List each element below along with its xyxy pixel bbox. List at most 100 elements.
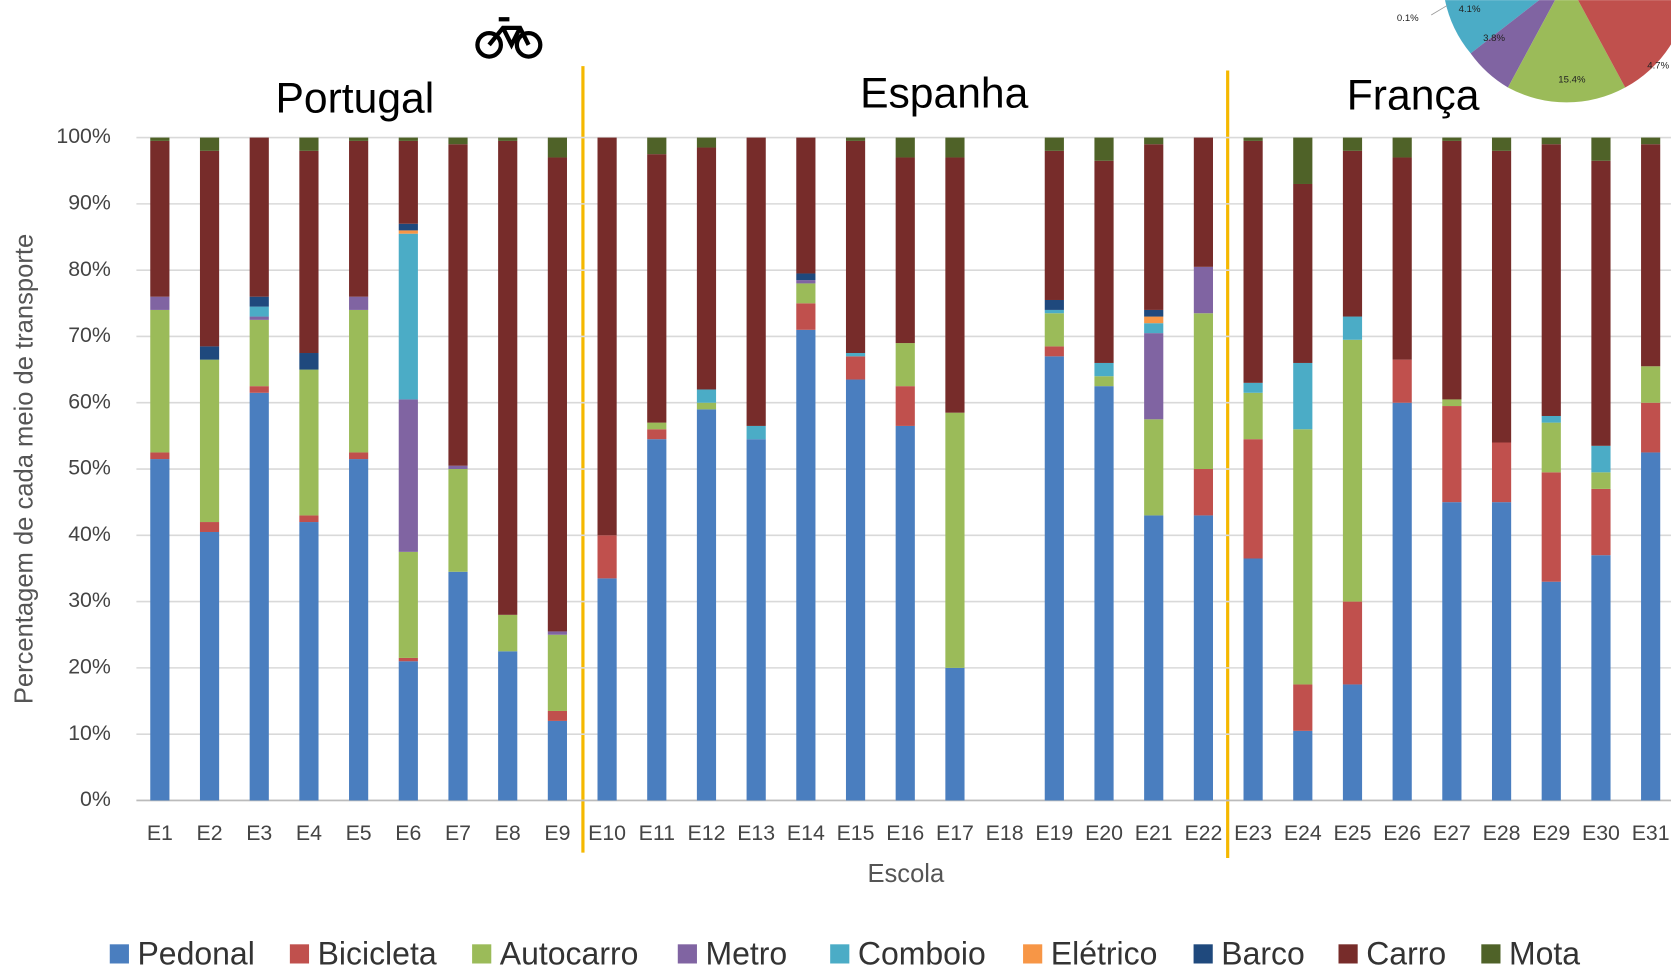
y-tick-label: 50% [68, 456, 111, 480]
bar-segment [1094, 386, 1114, 801]
region-label: Espanha [860, 69, 1029, 117]
bar-segment [1243, 558, 1263, 801]
bar-segment [249, 386, 269, 393]
bar-segment [1392, 359, 1412, 403]
legend-label: Metro [705, 935, 787, 970]
bar-segment [1044, 150, 1064, 300]
bar-segment [1193, 469, 1213, 516]
bar-segment [199, 522, 220, 532]
x-tick-label: E31 [1632, 821, 1670, 845]
bar-segment [547, 634, 567, 711]
bar-segment [1044, 356, 1064, 801]
bar-segment [845, 356, 866, 380]
bar-segment [448, 469, 468, 572]
bar-segment [1293, 137, 1313, 184]
bar-segment [398, 140, 418, 224]
bar-segment [796, 137, 816, 274]
bar-segment [150, 296, 170, 310]
legend-swatch [1193, 944, 1213, 964]
bar-segment [1342, 339, 1363, 602]
bar-segment [498, 614, 518, 652]
bar-segment [1144, 419, 1164, 516]
y-tick-label: 30% [68, 588, 111, 612]
bar-segment [597, 535, 617, 579]
bar-segment [1591, 137, 1611, 161]
bar-segment [696, 402, 717, 410]
pie-label: 0.1% [1397, 13, 1419, 24]
bar-segment [1094, 376, 1114, 387]
bar-segment [746, 425, 766, 440]
bar-segment [845, 379, 866, 801]
bar-segment [398, 223, 418, 231]
bar-segment [1491, 442, 1512, 503]
y-tick-label: 60% [68, 389, 111, 413]
bar-segment [150, 459, 170, 801]
bar-segment [349, 459, 369, 801]
bar-segment [349, 140, 369, 297]
bar-segment [796, 329, 816, 801]
x-tick-label: E14 [787, 821, 825, 845]
bar-segment [199, 137, 220, 151]
bar-segment [299, 522, 319, 801]
bar-segment [1491, 150, 1512, 443]
bar-segment [1442, 406, 1462, 503]
bar-segment [1144, 316, 1164, 324]
bar-segment [398, 551, 418, 658]
x-tick-label: E7 [445, 821, 471, 845]
bar-segment [448, 137, 468, 145]
bar-segment [249, 296, 269, 307]
bar-segment [845, 353, 866, 357]
x-tick-label: E9 [544, 821, 570, 845]
bar-segment [1193, 313, 1213, 470]
bar-segment [1094, 362, 1114, 377]
bar-segment [1541, 415, 1561, 423]
legend-label: Pedonal [137, 935, 254, 970]
bar-segment [696, 389, 717, 403]
bar-segment [1044, 309, 1064, 314]
bar-segment [498, 140, 518, 615]
bar-segment [1641, 402, 1661, 453]
bar-segment [1293, 730, 1313, 801]
x-tick-label: E4 [296, 821, 322, 845]
bar-segment [945, 157, 965, 413]
bar-segment [448, 571, 468, 801]
bar-segment [1641, 452, 1661, 801]
x-tick-label: E3 [246, 821, 272, 845]
bar-segment [1144, 309, 1164, 317]
pie-label: 4.1% [1459, 4, 1481, 15]
bar-segment [1243, 137, 1263, 141]
bar-segment [647, 154, 667, 423]
legend-swatch [109, 944, 129, 964]
bar-segment [398, 233, 418, 400]
y-tick-label: 0% [80, 787, 111, 811]
bar-segment [1193, 515, 1213, 801]
bar-segment [249, 392, 269, 801]
x-tick-label: E10 [588, 821, 626, 845]
bar-segment [199, 531, 220, 801]
y-tick-label: 20% [68, 654, 111, 678]
legend-swatch [677, 944, 697, 964]
bar-segment [249, 306, 269, 317]
bar-segment [150, 137, 170, 141]
bar-segment [746, 137, 766, 426]
bar-segment [1491, 137, 1512, 151]
bar-segment [1044, 137, 1064, 151]
x-tick-label: E26 [1383, 821, 1421, 845]
bar-segment [448, 144, 468, 466]
bar-segment [299, 515, 319, 523]
bar-segment [1193, 266, 1213, 314]
bar-segment [796, 303, 816, 330]
bar-segment [895, 425, 915, 801]
bar-segment [647, 429, 667, 440]
bar-segment [150, 309, 170, 453]
bar-segment [398, 230, 418, 234]
bar-segment [299, 137, 319, 151]
bar-segment [349, 309, 369, 453]
y-tick-label: 10% [68, 721, 111, 745]
legend-swatch [1023, 944, 1043, 964]
bar-segment [895, 137, 915, 158]
x-tick-label: E22 [1184, 821, 1222, 845]
x-tick-label: E5 [346, 821, 372, 845]
bar-segment [1591, 488, 1611, 556]
bar-segment [1193, 137, 1213, 267]
